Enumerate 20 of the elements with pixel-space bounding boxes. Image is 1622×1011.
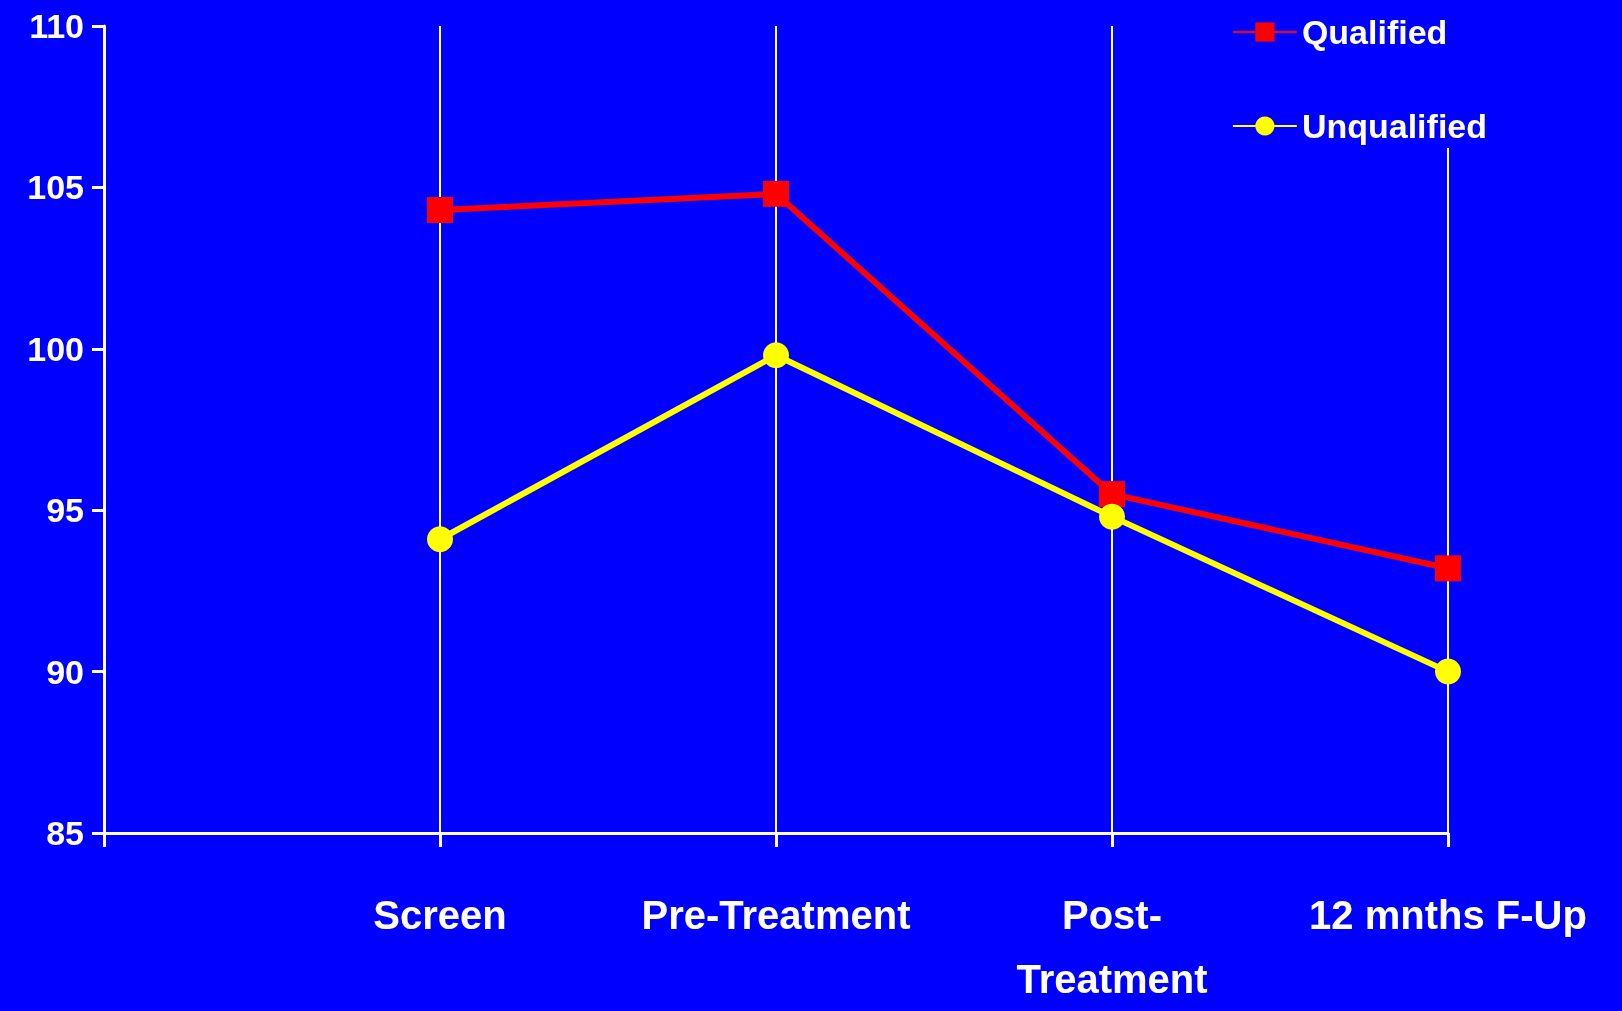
x-tick-label: Post- Treatment — [1016, 893, 1208, 1001]
point — [1435, 658, 1461, 685]
x-tick-label: Screen — [373, 893, 507, 937]
y-tick-label: 85 — [46, 814, 84, 852]
point — [1099, 503, 1125, 530]
point — [1435, 555, 1461, 582]
point — [427, 197, 453, 223]
y-tick-label: 105 — [27, 168, 84, 207]
point — [1099, 481, 1125, 508]
y-tick-label: 100 — [27, 329, 84, 368]
point — [427, 526, 453, 553]
legend-label: Unqualified — [1301, 107, 1487, 145]
x-tick-label: 12 mnths F-Up — [1309, 893, 1587, 937]
y-tick-label: 95 — [46, 491, 84, 530]
x-tick-label: Pre-Treatment — [641, 893, 911, 937]
y-tick-label: 110 — [29, 7, 84, 45]
y-tick-label: 90 — [46, 652, 84, 691]
point — [763, 342, 789, 369]
point — [763, 180, 789, 207]
legend-label: Qualified — [1301, 13, 1448, 51]
